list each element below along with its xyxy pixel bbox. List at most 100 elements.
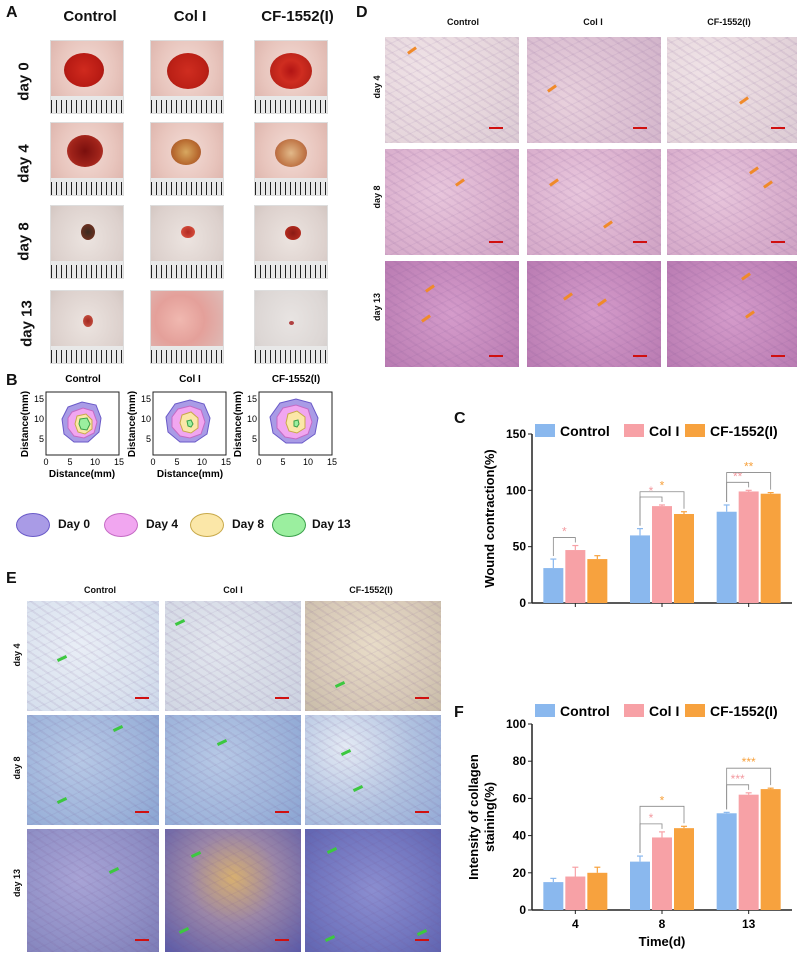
bar	[760, 493, 781, 603]
x-tick-label: 13	[742, 917, 756, 931]
xtick: 5	[67, 457, 72, 467]
significance-bracket	[552, 537, 576, 557]
legend-label: Col I	[649, 423, 679, 439]
bar	[630, 861, 650, 910]
wound-photo	[150, 122, 224, 196]
legend-swatch	[624, 424, 644, 437]
significance-bracket	[639, 491, 685, 526]
wound-photo	[254, 122, 328, 196]
bar	[674, 513, 694, 603]
significance-marker: *	[660, 793, 665, 807]
wound-photo	[50, 290, 124, 364]
wound-photo	[150, 40, 224, 114]
masson-image	[304, 600, 442, 712]
contour-axes-cf1552	[258, 391, 333, 456]
legend-label-day4: Day 4	[146, 517, 179, 531]
contour-day13-cf1552	[293, 419, 300, 428]
e-row-day13: day 13	[12, 868, 22, 898]
xtick: 0	[256, 457, 261, 467]
masson-image	[304, 828, 442, 953]
significance-marker: ***	[742, 755, 756, 769]
ytick: 15	[141, 394, 151, 404]
ytick: 15	[34, 394, 44, 404]
significance-bracket	[726, 472, 772, 502]
masson-image	[26, 600, 160, 712]
significance-marker: **	[744, 460, 754, 474]
significance-marker: **	[733, 469, 743, 483]
wound-photo	[50, 205, 124, 279]
wound-photo	[254, 205, 328, 279]
x-tick-label: 8	[659, 917, 666, 931]
he-image	[666, 260, 798, 368]
legend-label-day8: Day 8	[232, 517, 265, 531]
d-col-control: Control	[447, 17, 479, 27]
row-label-day0: day 0	[15, 62, 33, 101]
legend-swatch-day0	[16, 513, 50, 537]
masson-image	[164, 600, 302, 712]
y-tick-label: 80	[513, 754, 527, 768]
significance-marker: *	[660, 479, 665, 493]
wound-photo	[254, 40, 328, 114]
wound-photo	[150, 205, 224, 279]
legend-swatch-day13	[272, 513, 306, 537]
contour-xlabel: Distance(mm)	[157, 469, 223, 480]
bar	[543, 568, 564, 603]
y-tick-label: 150	[506, 427, 526, 441]
y-tick-label: 100	[506, 483, 526, 497]
he-image	[384, 36, 520, 144]
contour-title-col-i: Col I	[179, 374, 201, 385]
y-tick-label: 20	[513, 866, 527, 880]
he-image	[384, 148, 520, 256]
ytick: 5	[252, 434, 257, 444]
bar	[587, 559, 608, 603]
e-col-control: Control	[84, 585, 116, 595]
masson-image	[26, 828, 160, 953]
legend-label: Col I	[649, 703, 679, 719]
he-image	[526, 260, 662, 368]
panel-label-d: D	[356, 4, 368, 21]
y-tick-label: 0	[519, 596, 526, 610]
legend-swatch-day8	[190, 513, 224, 537]
legend-swatch	[535, 704, 555, 717]
wound-photo	[50, 122, 124, 196]
masson-image	[26, 714, 160, 826]
contour-ylabel: Distance(mm)	[20, 391, 31, 457]
ytick: 10	[34, 414, 44, 424]
contour-axes-control	[45, 391, 120, 456]
x-axis-label: Time(d)	[639, 934, 686, 949]
y-axis-label: Intensity of collagen	[466, 754, 481, 880]
legend-swatch	[535, 424, 555, 437]
xtick: 0	[150, 457, 155, 467]
xtick: 5	[280, 457, 285, 467]
e-row-day4: day 4	[12, 643, 22, 667]
bar	[587, 872, 608, 910]
x-tick-label: 4	[572, 917, 579, 931]
legend-swatch	[685, 424, 705, 437]
legend-label: CF-1552(I)	[710, 423, 778, 439]
contour-xlabel: Distance(mm)	[49, 469, 115, 480]
xtick: 0	[43, 457, 48, 467]
contour-axes-col-i	[152, 391, 227, 456]
panel-label-e: E	[6, 570, 17, 587]
legend-label: CF-1552(I)	[710, 703, 778, 719]
bar	[652, 837, 672, 910]
e-col-cf1552: CF-1552(I)	[349, 585, 393, 595]
legend-label: Control	[560, 703, 610, 719]
ytick: 5	[146, 434, 151, 444]
contour-ylabel: Distance(mm)	[233, 391, 244, 457]
ytick: 10	[247, 414, 257, 424]
panel-label-b: B	[6, 372, 18, 389]
panel-label-a: A	[6, 4, 18, 21]
y-tick-label: 50	[513, 540, 527, 554]
bar	[716, 813, 737, 910]
y-axis-label: Wound contraction(%)	[482, 449, 497, 587]
contour-ylabel: Distance(mm)	[127, 391, 138, 457]
legend-swatch-day4	[104, 513, 138, 537]
xtick: 10	[197, 457, 207, 467]
significance-marker: *	[562, 525, 567, 539]
xtick: 10	[90, 457, 100, 467]
bar	[652, 506, 672, 603]
he-image	[384, 260, 520, 368]
he-image	[666, 36, 798, 144]
